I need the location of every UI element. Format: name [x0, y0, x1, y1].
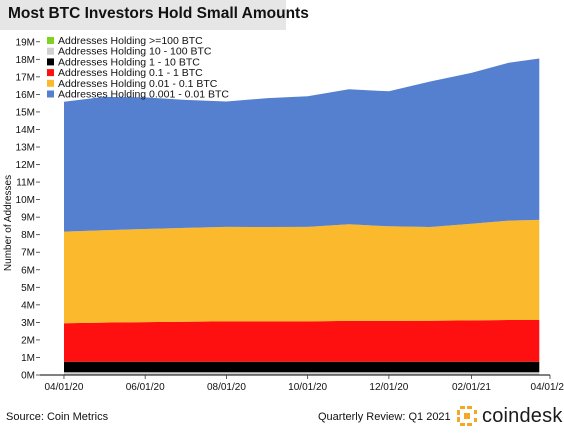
brand-icon-block — [467, 406, 472, 409]
y-tick-label: 12M — [16, 160, 35, 171]
x-tick-label: 02/01/21 — [452, 382, 491, 393]
y-tick-label: 9M — [21, 213, 35, 224]
y-tick-label: 2M — [21, 335, 35, 346]
legend-label: Addresses Holding 10 - 100 BTC — [58, 46, 212, 58]
legend-swatch — [47, 47, 54, 55]
legend-swatch — [47, 37, 54, 44]
y-tick-label: 18M — [16, 55, 35, 66]
legend-label: Addresses Holding 0.001 - 0.01 BTC — [58, 89, 229, 101]
y-tick-label: 5M — [21, 283, 35, 294]
brand-name: coindesk — [482, 404, 563, 427]
y-tick-label: 15M — [16, 107, 35, 118]
y-tick-label: 13M — [16, 143, 35, 154]
y-axis: 0M 1M 2M 3M 4M 5M 6M 7M 8M 9M 10M 11M 12M 13M 14M 15M 16… — [16, 37, 40, 382]
brand-icon-block — [474, 418, 477, 422]
legend-label: Addresses Holding 0.1 - 1 BTC — [58, 67, 203, 79]
area-series-4 — [64, 219, 540, 324]
y-tick-label: 11M — [16, 178, 35, 189]
y-tick-label: 16M — [16, 90, 35, 101]
coindesk-logo-icon — [457, 406, 477, 426]
legend-label: Addresses Holding 1 - 10 BTC — [58, 56, 200, 68]
x-axis: 04/01/20 06/01/20 08/01/20 10/01/20 12/01/20… — [40, 374, 564, 393]
legend-swatch — [47, 90, 54, 98]
x-tick-label: 04/01/20 — [44, 382, 83, 393]
y-tick-label: 14M — [16, 125, 35, 136]
brand-icon-block — [460, 423, 465, 426]
stacked-area-chart: 0M 1M 2M 3M 4M 5M 6M 7M 8M 9M 10M 11M 12M 13M 14M 15M 16… — [3, 35, 564, 393]
brand-icon-block — [464, 413, 470, 419]
brand-icon-block — [467, 423, 472, 426]
brand-icon-block — [457, 410, 460, 415]
y-tick-label: 6M — [21, 265, 35, 276]
area-layers — [64, 58, 540, 375]
brand-icon-block — [474, 410, 477, 414]
area-series-5 — [64, 58, 540, 232]
legend-label: Addresses Holding >=100 BTC — [58, 35, 203, 47]
quarterly-review-note: Quarterly Review: Q1 2021 — [318, 411, 451, 423]
legend-swatch — [47, 69, 54, 77]
y-tick-label: 1M — [21, 353, 35, 364]
x-tick-label: 12/01/20 — [369, 382, 408, 393]
area-series-2 — [64, 361, 540, 373]
chart-title: Most BTC Investors Hold Small Amounts — [8, 5, 309, 22]
title-band — [0, 0, 286, 30]
legend-swatch — [47, 58, 54, 66]
y-axis-label: Number of Addresses — [3, 175, 14, 271]
y-tick-label: 17M — [16, 72, 35, 83]
brand-logo: coindesk — [456, 404, 563, 428]
y-tick-label: 4M — [21, 300, 35, 311]
y-tick-label: 7M — [21, 248, 35, 259]
y-tick-label: 8M — [21, 230, 35, 241]
y-tick-label: 10M — [16, 195, 35, 206]
x-tick-label: 10/01/20 — [288, 382, 327, 393]
x-tick-label: 06/01/20 — [126, 382, 165, 393]
y-tick-label: 0M — [21, 371, 35, 382]
brand-icon-block — [457, 417, 460, 422]
source-note: Source: Coin Metrics — [6, 411, 109, 423]
x-tick-label: 04/01/21 — [531, 382, 564, 393]
x-tick-label: 08/01/20 — [207, 382, 246, 393]
brand-icon-block — [460, 406, 465, 409]
y-tick-label: 3M — [21, 318, 35, 329]
area-series-1 — [64, 372, 540, 375]
legend-label: Addresses Holding 0.01 - 0.1 BTC — [58, 78, 218, 90]
area-series-3 — [64, 320, 540, 362]
legend-swatch — [47, 79, 54, 87]
y-tick-label: 19M — [16, 37, 35, 48]
